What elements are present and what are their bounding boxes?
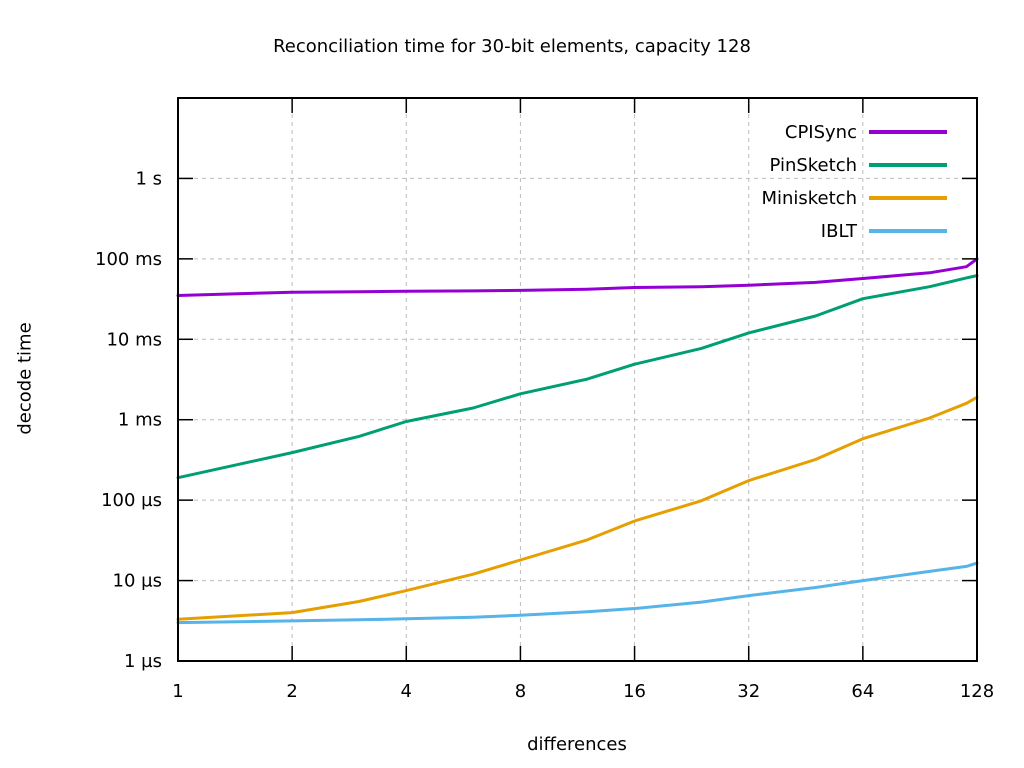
series-lines bbox=[176, 257, 979, 625]
series-line-cpisync bbox=[176, 257, 979, 297]
y-tick-label: 100 ms bbox=[95, 249, 162, 270]
chart-title: Reconciliation time for 30-bit elements,… bbox=[273, 36, 751, 57]
x-tick-label: 8 bbox=[515, 681, 526, 702]
series-line-pinsketch bbox=[176, 274, 979, 480]
y-tick-label: 100 µs bbox=[101, 490, 162, 511]
gridlines bbox=[178, 98, 977, 661]
x-tick-label: 16 bbox=[623, 681, 646, 702]
x-tick-label: 64 bbox=[851, 681, 874, 702]
x-tick-label: 128 bbox=[960, 681, 994, 702]
legend-label-pinsketch: PinSketch bbox=[769, 155, 857, 176]
plot-border bbox=[177, 97, 978, 662]
x-tick-label: 2 bbox=[286, 681, 297, 702]
y-tick-label: 10 µs bbox=[113, 571, 162, 592]
legend-label-iblt: IBLT bbox=[821, 221, 858, 242]
x-tick-label: 32 bbox=[737, 681, 760, 702]
x-tick-label: 4 bbox=[401, 681, 412, 702]
legend-label-cpisync: CPISync bbox=[785, 122, 857, 143]
series-line-minisketch bbox=[176, 395, 979, 621]
tick-labels: 1 2 4 8 16 32 64 128 1 µs 10 µs 100 µs 1 ms 10 ms 100… bbox=[95, 168, 994, 702]
plot-border-and-ticks bbox=[177, 97, 978, 662]
y-tick-label: 10 ms bbox=[106, 329, 162, 350]
y-tick-label: 1 µs bbox=[124, 651, 162, 672]
tick-marks bbox=[177, 98, 978, 662]
y-tick-label: 1 s bbox=[135, 168, 162, 189]
series-line-iblt bbox=[176, 561, 979, 625]
legend: CPISync PinSketch Minisketch IBLT bbox=[761, 122, 947, 242]
x-axis-label: differences bbox=[527, 734, 627, 755]
x-tick-label: 1 bbox=[172, 681, 183, 702]
legend-label-minisketch: Minisketch bbox=[761, 188, 857, 209]
y-tick-label: 1 ms bbox=[118, 410, 162, 431]
y-axis-label: decode time bbox=[14, 322, 36, 435]
